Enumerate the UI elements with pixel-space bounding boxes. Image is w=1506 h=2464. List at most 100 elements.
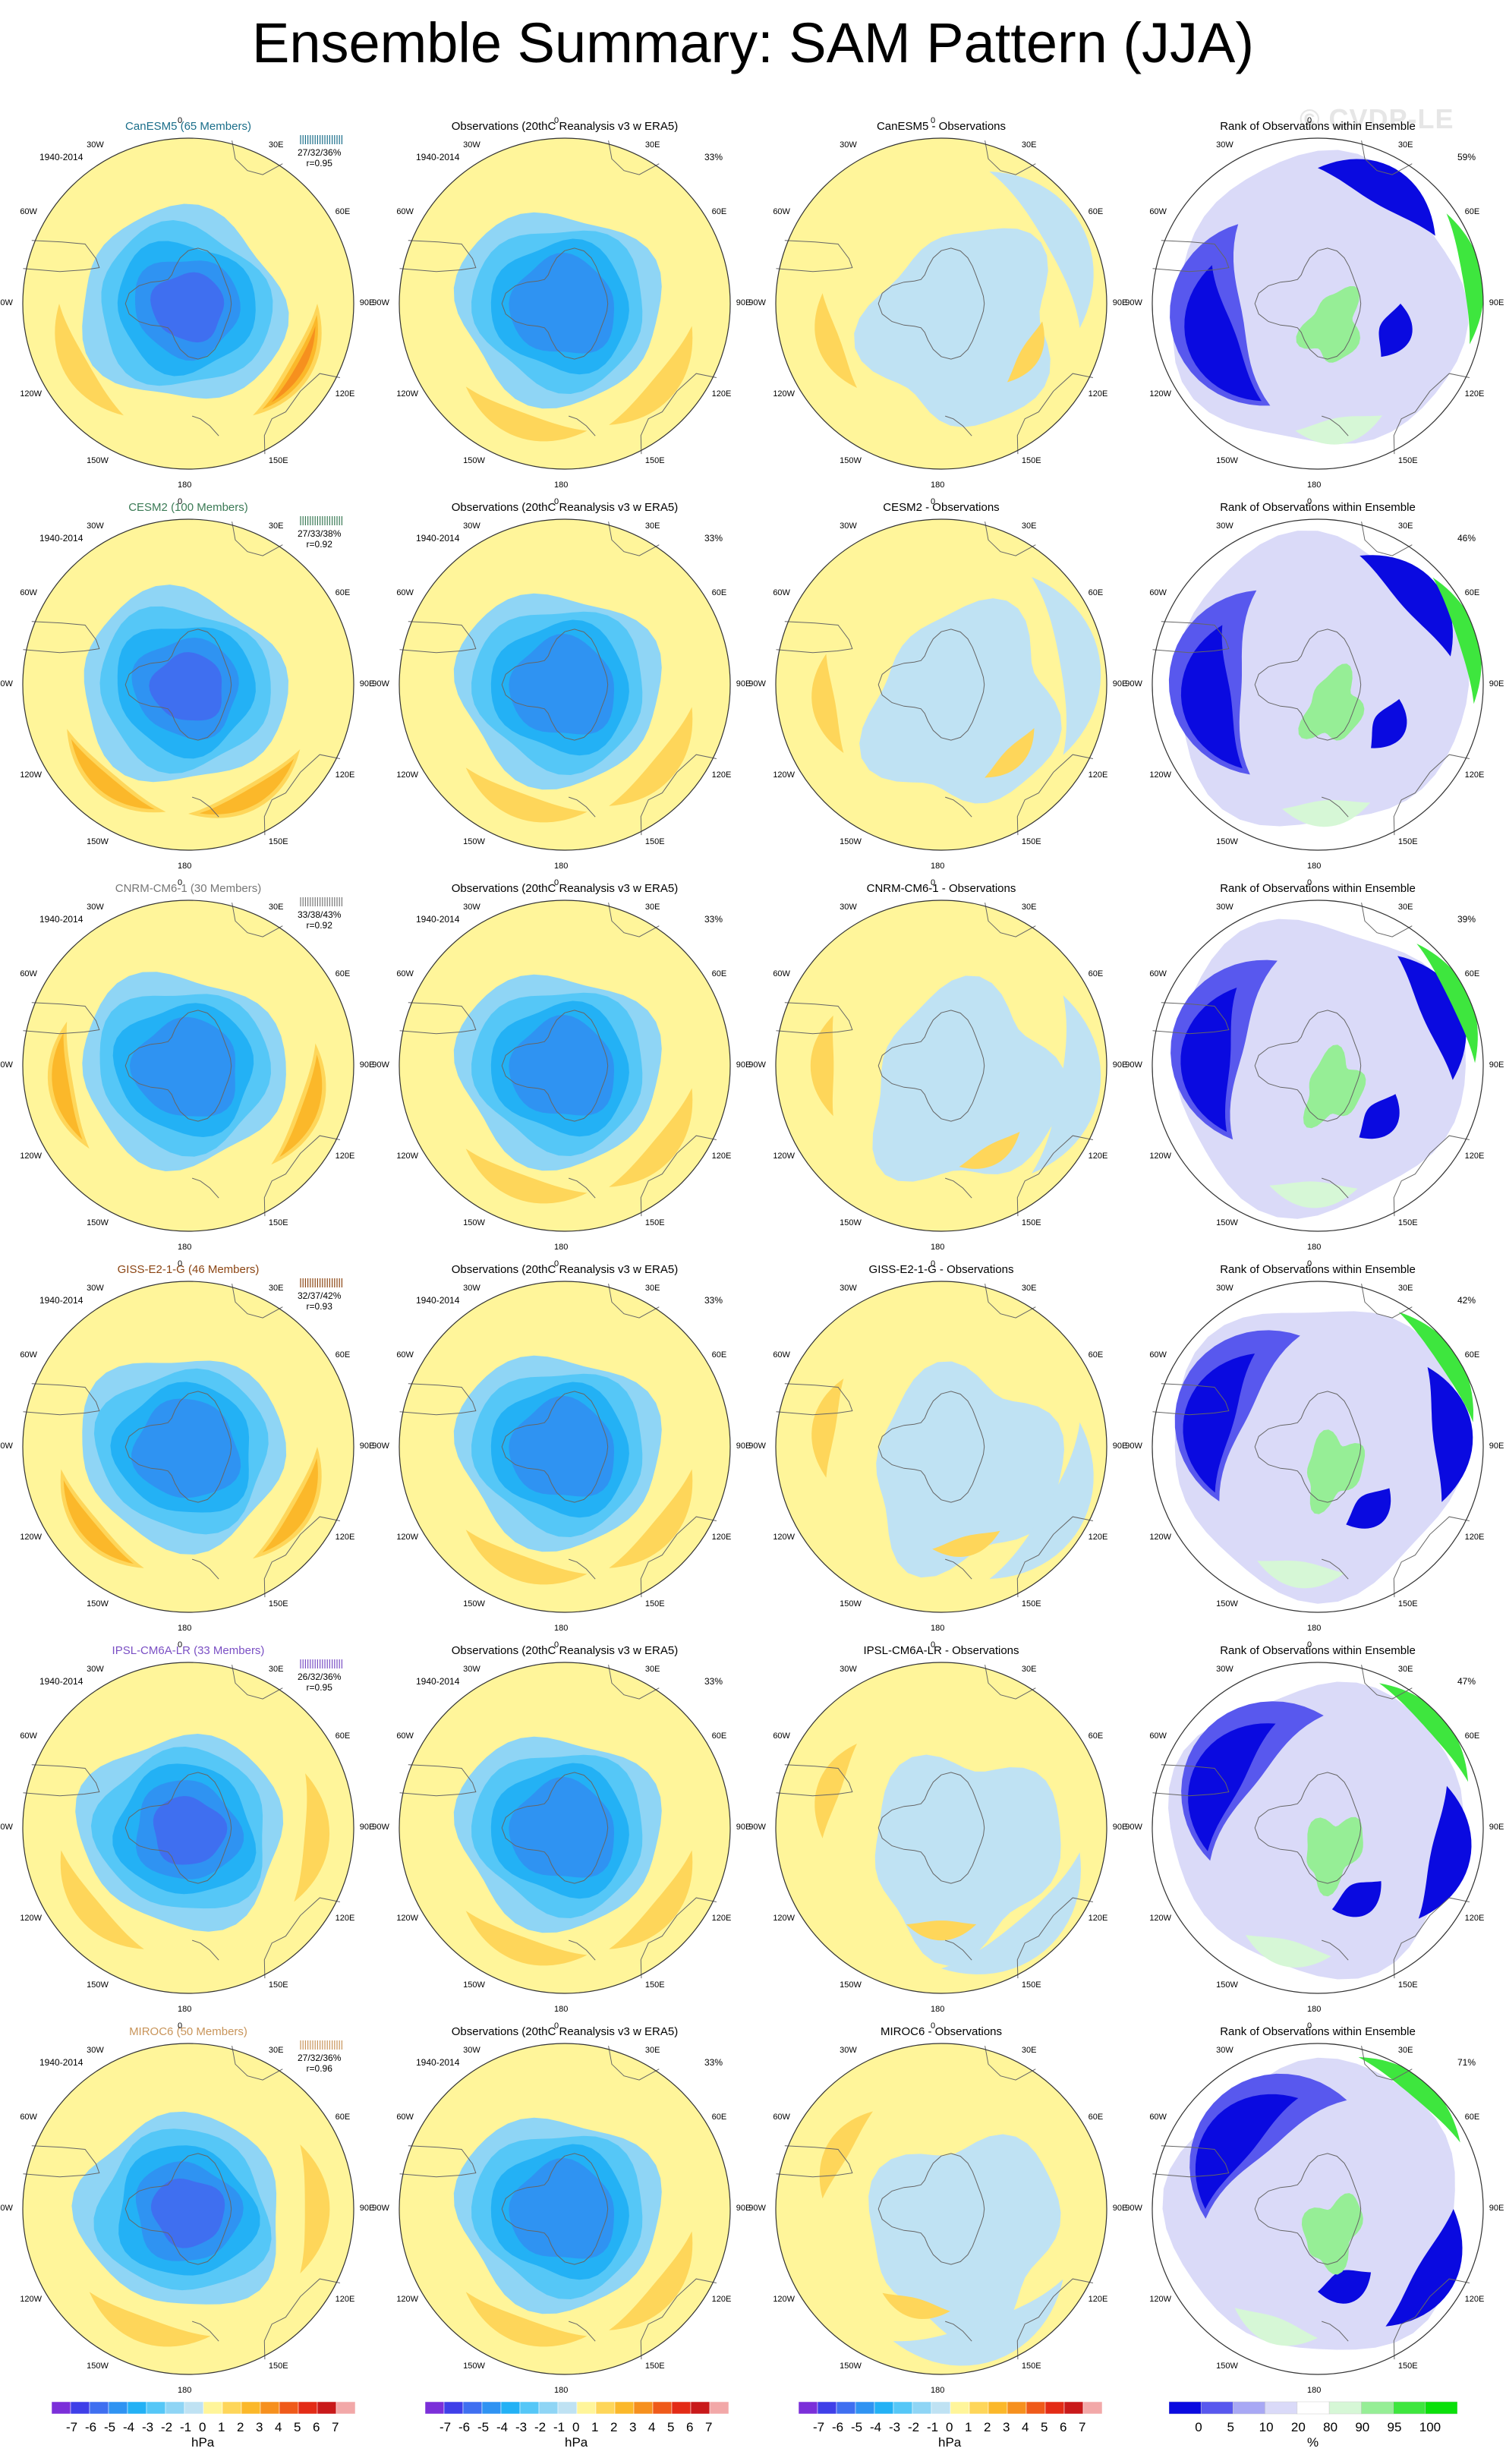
lon-label: 60E: [335, 2113, 351, 2122]
lon-label: 180: [178, 2385, 192, 2395]
map-fill: [776, 1281, 1107, 1612]
lon-label: 150W: [87, 1599, 109, 1609]
lon-label: 120E: [335, 2294, 355, 2304]
lon-label: 150E: [268, 1218, 288, 1227]
colorbar-tick: -2: [161, 2420, 173, 2434]
lon-label: 150W: [840, 1218, 862, 1227]
lon-label: 30E: [644, 2046, 660, 2056]
polar-map: [22, 1278, 354, 1613]
lon-label: 0: [1307, 878, 1312, 888]
lon-label: 60W: [20, 588, 37, 598]
lon-label: 0: [931, 1640, 936, 1650]
panel-title: MIROC6 (50 Members): [129, 2025, 247, 2038]
lon-label: 150W: [1216, 2361, 1238, 2371]
lon-label: 120E: [335, 770, 355, 780]
obs-panel: Observations (20thC Reanalysis v3 w ERA5…: [372, 495, 753, 874]
lon-label: 60W: [396, 2113, 414, 2122]
panel-title: CanESM5 - Observations: [876, 120, 1007, 133]
obs-panel: Observations (20thC Reanalysis v3 w ERA5…: [372, 2019, 753, 2399]
panel-title: Rank of Observations within Ensemble: [1220, 1263, 1416, 1276]
lon-label: 30W: [840, 2046, 857, 2056]
map-fill: [776, 1662, 1107, 1993]
lon-label: 120W: [396, 770, 419, 780]
map-fill: [1152, 138, 1483, 469]
map-fill: [776, 138, 1107, 469]
lon-label: 120E: [711, 2294, 732, 2304]
polar-map: [775, 2043, 1107, 2375]
lon-label: 0: [1307, 1259, 1312, 1269]
coastline: [1152, 521, 1470, 836]
lon-label: 150W: [1216, 455, 1238, 465]
model-panel: CanESM5 (65 Members) 1940-2014 27/32/36% r=…: [0, 114, 376, 493]
lon-label: 150W: [463, 455, 485, 465]
colorbar-swatch: [1200, 2401, 1233, 2415]
period-label: 1940-2014: [416, 533, 460, 544]
colorbar-swatch: [1044, 2401, 1065, 2415]
lon-label: 60W: [396, 969, 414, 979]
colorbar-tick: -1: [180, 2420, 192, 2434]
lon-label: 150E: [1021, 1599, 1041, 1609]
lon-label: 150E: [644, 1980, 665, 1990]
lon-label: 60W: [773, 1731, 790, 1741]
lon-label: 120E: [711, 1151, 732, 1161]
obs-panel: Observations (20thC Reanalysis v3 w ERA5…: [372, 1257, 753, 1637]
lon-label: 90W: [1125, 1442, 1142, 1451]
lon-label: 150E: [268, 837, 288, 846]
rank-pct: 46%: [1457, 533, 1476, 544]
lon-label: 120E: [1464, 389, 1485, 399]
map-fill: [776, 519, 1107, 850]
lon-label: 150E: [644, 1218, 665, 1227]
polar-map: [399, 2043, 731, 2375]
lon-label: 60W: [20, 1731, 37, 1741]
lon-label: 30W: [463, 903, 480, 912]
lon-label: 30E: [644, 521, 660, 531]
colorbar-tick: -3: [515, 2420, 528, 2434]
lon-label: 180: [178, 1242, 192, 1252]
lon-label: 120E: [335, 389, 355, 399]
watermark: © CVDP-LE: [1300, 103, 1454, 134]
lon-label: 150E: [1397, 1218, 1418, 1227]
colorbar-swatch: [690, 2401, 710, 2415]
lon-label: 60E: [711, 969, 727, 979]
lon-label: 30W: [463, 2046, 480, 2056]
colorbar-tick: 3: [256, 2420, 263, 2434]
lon-label: 90W: [0, 298, 13, 307]
lon-label: 180: [1307, 861, 1322, 871]
lon-label: 90E: [1489, 679, 1504, 688]
lon-label: 150W: [840, 455, 862, 465]
lon-label: 60E: [335, 969, 351, 979]
lon-label: 90W: [1125, 1060, 1142, 1070]
panel-title: CESM2 - Observations: [883, 501, 1000, 514]
rank-panel: Rank of Observations within Ensemble 47% 0…: [1125, 1638, 1506, 2018]
colorbar-tick: -6: [458, 2420, 471, 2434]
map-fill: [399, 519, 730, 850]
lon-label: 90W: [1125, 1823, 1142, 1832]
coastline: [399, 521, 717, 836]
panel-title: Rank of Observations within Ensemble: [1220, 501, 1416, 514]
map-fill: [399, 1281, 730, 1612]
lon-label: 30E: [268, 2046, 284, 2056]
lon-label: 90E: [359, 1442, 375, 1451]
pct-range: 32/37/42%: [298, 1290, 342, 1301]
diff-panel: GISS-E2-1-G - Observations 0 30E 60E 90E 120E…: [748, 1257, 1130, 1637]
map-fill: [776, 900, 1107, 1231]
colorbar-tick: 0: [572, 2420, 580, 2434]
colorbar-tick: 5: [1227, 2420, 1234, 2434]
lon-label: 120W: [20, 1532, 43, 1542]
lon-label: 30E: [1397, 903, 1413, 912]
lon-label: 60E: [1088, 969, 1104, 979]
polar-map: [1152, 518, 1484, 851]
colorbar-swatch: [1328, 2401, 1362, 2415]
lon-label: 30E: [644, 1665, 660, 1675]
variance-pct: 33%: [704, 533, 723, 544]
lon-label: 150E: [268, 2361, 288, 2371]
polar-map: [1152, 137, 1484, 470]
lon-label: 180: [554, 2385, 569, 2395]
colorbar-tick: -7: [813, 2420, 825, 2434]
coastline: [399, 2046, 717, 2360]
diff-panel: IPSL-CM6A-LR - Observations 0 30E 60E 90E 120…: [748, 1638, 1130, 2018]
colorbar-unit: hPa: [565, 2435, 588, 2450]
map-fill: [399, 900, 730, 1231]
lon-label: 90W: [372, 298, 389, 307]
lon-label: 120W: [1149, 389, 1172, 399]
